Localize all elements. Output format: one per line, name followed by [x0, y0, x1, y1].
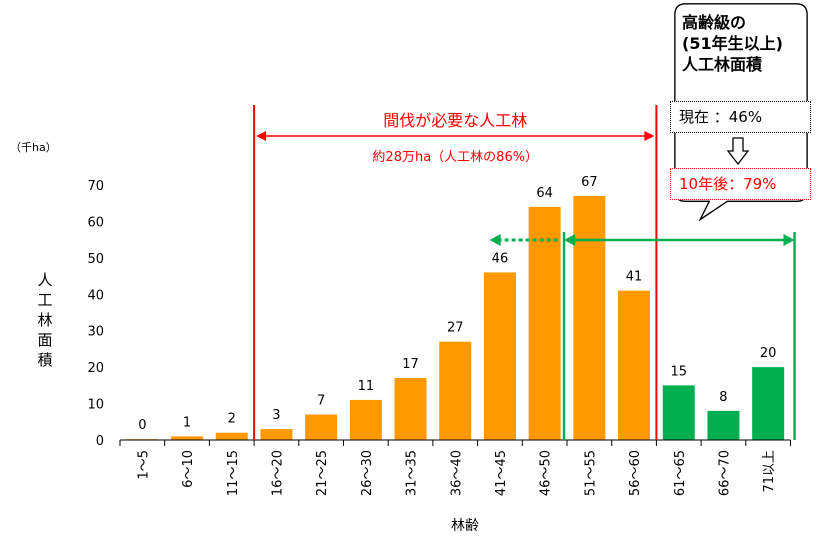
data-label: 3: [272, 408, 280, 423]
x-tick-label: 66～70: [717, 450, 732, 496]
data-label: 46: [492, 251, 509, 266]
bar: [752, 367, 785, 440]
x-tick-label: 31～35: [405, 450, 420, 496]
data-label: 0: [138, 418, 146, 433]
bar: [349, 399, 382, 440]
data-label: 41: [626, 270, 643, 285]
y-axis-title-char: 人: [37, 271, 52, 289]
data-label: 64: [536, 186, 553, 201]
y-axis-title-char: 工: [37, 291, 52, 309]
bar: [707, 410, 740, 440]
data-label: 1: [183, 415, 191, 430]
future-arrowhead: [489, 234, 501, 246]
bar: [171, 436, 204, 440]
elderly-arrowhead-left: [564, 234, 575, 246]
x-tick-label: 36～40: [449, 450, 464, 496]
thinning-title: 間伐が必要な人工林: [383, 111, 527, 130]
thinning-arrowhead-right: [644, 131, 655, 141]
y-unit-label: （千ha）: [10, 141, 57, 154]
x-tick-label: 1～5: [136, 450, 151, 480]
bars-group: 0 1 2 3 7 11 17 27 46 64 67 41 15 8 20: [126, 175, 785, 440]
data-label: 20: [760, 346, 777, 361]
x-tick-label: 71以上: [762, 450, 777, 493]
bar: [528, 206, 561, 440]
y-tick-label: 50: [87, 252, 104, 267]
y-axis-title-char: 面: [37, 331, 52, 349]
x-tick-label: 61～65: [673, 450, 688, 496]
x-tick-label: 41～45: [494, 450, 509, 496]
y-tick-label: 60: [87, 215, 104, 230]
x-tick-label: 56～60: [628, 450, 643, 496]
bar: [260, 429, 293, 440]
y-axis-title-char: 積: [37, 351, 52, 369]
bar: [483, 272, 516, 440]
bar: [394, 378, 427, 440]
elderly-arrowhead-right: [783, 234, 795, 246]
y-tick-label: 30: [87, 325, 104, 340]
current-ratio-box: 現在 ：46%: [670, 101, 811, 133]
bar: [305, 414, 338, 440]
callout-title: 高齢級の (51年生以上) 人工林面積: [682, 13, 783, 74]
x-tick-label: 16～20: [270, 450, 285, 496]
data-label: 17: [402, 357, 419, 372]
data-label: 8: [719, 390, 727, 405]
down-arrow-icon: [727, 137, 749, 165]
y-axis: 0 10 20 30 40 50 60 70: [87, 179, 104, 449]
y-tick-label: 20: [87, 361, 104, 376]
x-tick-label: 11～15: [226, 450, 241, 496]
data-label: 11: [358, 379, 375, 394]
x-tick-label: 26～30: [360, 450, 375, 496]
y-axis-title-char: 林: [37, 311, 52, 329]
y-tick-label: 70: [87, 179, 104, 194]
data-label: 27: [447, 321, 464, 336]
y-tick-label: 10: [87, 398, 104, 413]
data-label: 67: [581, 175, 598, 190]
y-tick-label: 40: [87, 288, 104, 303]
future-ratio-box: 10年後：79%: [670, 168, 811, 200]
thinning-subtitle: 約28万ha（人工林の86%）: [372, 150, 538, 165]
bar: [618, 290, 651, 440]
x-tick-label: 51～55: [583, 450, 598, 496]
data-label: 15: [670, 364, 687, 379]
x-axis: 1～5 6～10 11～15 16～20 21～25 26～30 31～35 36～40 41～…: [119, 439, 791, 496]
bar: [215, 432, 248, 440]
bar: [439, 341, 472, 440]
x-tick-label: 6～10: [181, 450, 196, 488]
data-label: 2: [228, 412, 236, 427]
data-label: 7: [317, 394, 325, 409]
thinning-arrowhead-left: [256, 131, 267, 141]
x-axis-title: 林齢: [451, 518, 479, 534]
x-tick-label: 21～25: [315, 450, 330, 496]
bar: [573, 195, 606, 440]
y-tick-label: 0: [96, 434, 104, 449]
x-tick-label: 46～50: [539, 450, 554, 496]
y-axis-title: 人工林面積: [37, 271, 52, 369]
bar: [662, 385, 695, 440]
